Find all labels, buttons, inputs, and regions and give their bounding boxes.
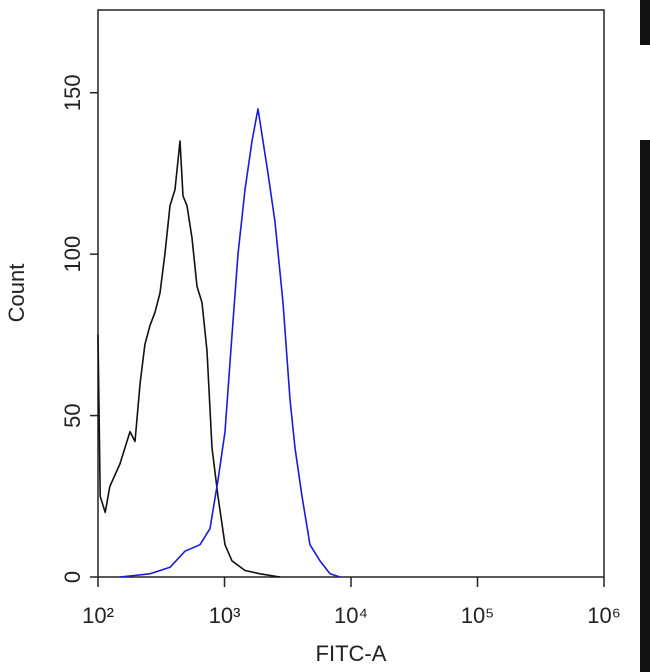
x-axis-label: FITC-A — [316, 641, 387, 666]
x-tick-label: 10⁶ — [587, 603, 621, 628]
x-tick-label: 10³ — [209, 603, 241, 628]
y-tick-label: 0 — [60, 571, 85, 583]
x-tick-label: 10² — [82, 603, 114, 628]
x-tick-label: 10⁵ — [461, 603, 495, 628]
x-tick-label: 10⁴ — [334, 603, 368, 628]
y-tick-label: 50 — [60, 403, 85, 427]
y-tick-label: 100 — [60, 236, 85, 273]
side-panel-edge — [640, 0, 650, 45]
side-panel-edge — [640, 140, 650, 672]
histogram-line — [119, 108, 341, 578]
histogram-line — [97, 140, 281, 578]
y-axis-label: Count — [4, 264, 29, 323]
y-tick-label: 150 — [60, 74, 85, 111]
